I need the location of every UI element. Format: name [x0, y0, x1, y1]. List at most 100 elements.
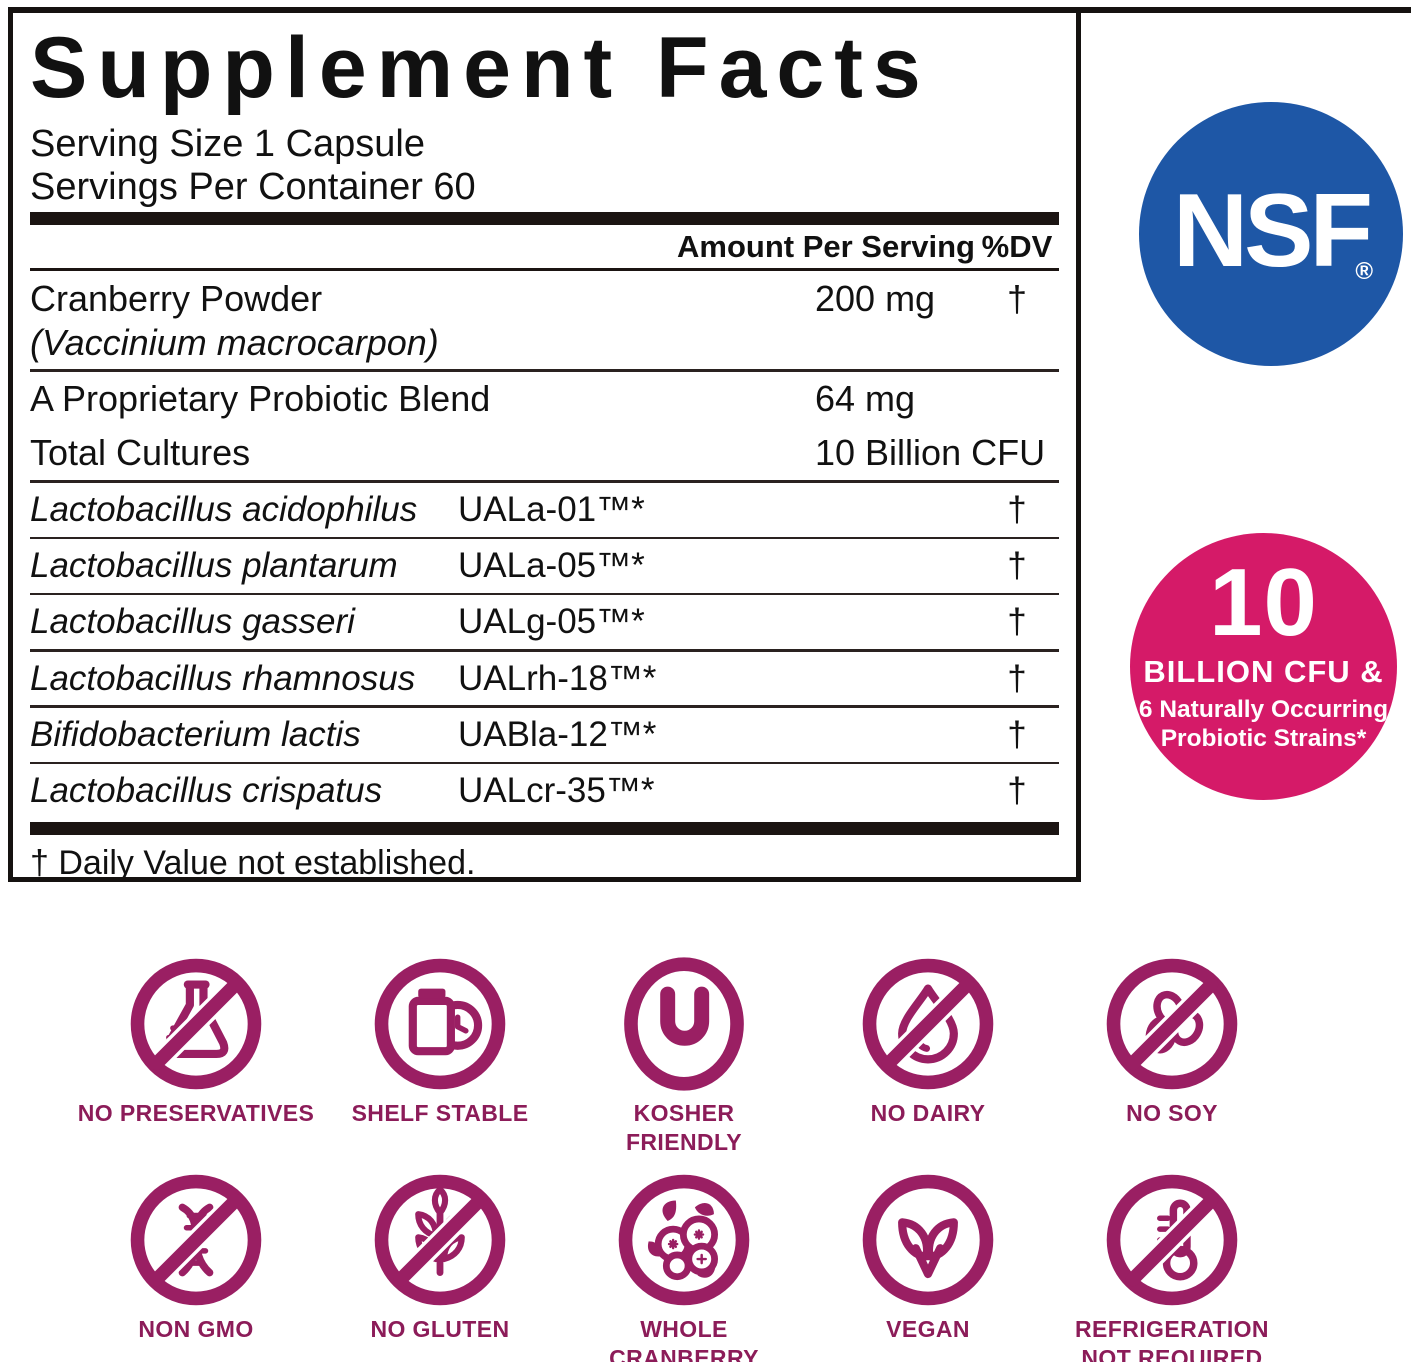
badge-vegan: VEGAN	[806, 1172, 1050, 1362]
badge-label: KOSHER FRIENDLY	[626, 1099, 742, 1157]
table-row: Lactobacillus rhamnosus UALrh-18™* †	[30, 652, 1059, 706]
strain-name: Lactobacillus crispatus	[30, 771, 383, 811]
table-row: Lactobacillus crispatus UALcr-35™* †	[30, 764, 1059, 818]
badge-row-1: NO PRESERVATIVES SHELF STABLE	[74, 956, 1294, 1157]
table-row: Lactobacillus gasseri UALg-05™* †	[30, 595, 1059, 649]
cfu-number: 10	[1209, 549, 1318, 656]
kosher-u-icon	[624, 957, 744, 1091]
no-gluten-wheat-icon	[374, 1174, 506, 1306]
table-header: Amount Per Serving %DV	[30, 225, 1059, 268]
cranberry-latin-name: (Vaccinium macrocarpon)	[30, 322, 439, 364]
divider	[30, 649, 1059, 652]
badge-label-line: REFRIGERATION	[1075, 1316, 1269, 1342]
strain-code: UALrh-18™*	[458, 658, 657, 698]
badge-label-line: NO DAIRY	[870, 1100, 986, 1126]
strain-code: UALa-05™*	[458, 546, 645, 586]
ingredient-name: Cranberry Powder (Vaccinium macrocarpon)	[30, 277, 815, 365]
badge-shelf-stable: SHELF STABLE	[318, 956, 562, 1157]
badge-label-line: NO SOY	[1126, 1100, 1218, 1126]
table-row: Bifidobacterium lactis UABla-12™* †	[30, 708, 1059, 762]
amount-value: 10 Billion CFU	[815, 431, 1046, 473]
badge-refrigeration-not-required: REFRIGERATION NOT REQUIRED	[1050, 1172, 1294, 1362]
badge-kosher-friendly: KOSHER FRIENDLY	[562, 956, 806, 1157]
table-row: Total Cultures 10 Billion CFU	[30, 426, 1059, 480]
cfu-count-badge: 10 BILLION CFU & 6 Naturally Occurring P…	[1130, 533, 1397, 800]
badge-label: WHOLE CRANBERRY	[609, 1315, 759, 1362]
badge-label: REFRIGERATION NOT REQUIRED	[1075, 1315, 1269, 1362]
blend-name: A Proprietary Probiotic Blend	[30, 378, 491, 420]
nsf-certified-badge: NSF ®	[1139, 102, 1403, 366]
table-row: Cranberry Powder (Vaccinium macrocarpon)…	[30, 271, 1059, 369]
badge-label: SHELF STABLE	[352, 1099, 529, 1128]
dv-dagger: †	[1007, 602, 1027, 642]
dv-dagger: †	[1007, 489, 1027, 529]
divider	[30, 592, 1059, 596]
badge-label-line: VEGAN	[886, 1316, 970, 1342]
badge-label-line: NO GLUTEN	[370, 1316, 510, 1342]
badge-label: NO GLUTEN	[370, 1315, 509, 1344]
strain-name: Lactobacillus rhamnosus	[30, 658, 416, 698]
strain-code: UALcr-35™*	[458, 771, 655, 811]
no-dairy-droplet-icon	[862, 958, 994, 1090]
badge-label: VEGAN	[886, 1315, 970, 1344]
strain-name: Lactobacillus acidophilus	[30, 489, 418, 529]
amount-value: 64 mg	[815, 378, 916, 420]
dv-dagger: †	[1006, 278, 1028, 320]
divider-header	[30, 268, 1059, 272]
badge-non-gmo: NON GMO	[74, 1172, 318, 1362]
badge-no-gluten: NO GLUTEN	[318, 1172, 562, 1362]
no-refrigeration-thermometer-icon	[1106, 1174, 1238, 1306]
strain-code: UALa-01™*	[458, 489, 645, 529]
no-soy-beans-icon	[1106, 958, 1238, 1090]
strain-name: Lactobacillus gasseri	[30, 602, 355, 642]
badge-label-line: FRIENDLY	[625, 1128, 743, 1155]
divider-thick-bottom	[30, 821, 1059, 835]
whole-cranberry-berries-icon	[618, 1174, 750, 1306]
divider	[30, 705, 1059, 708]
divider	[30, 761, 1059, 765]
badge-no-soy: NO SOY	[1050, 956, 1294, 1157]
divider	[30, 369, 1059, 373]
cranberry-name: Cranberry Powder	[30, 278, 323, 320]
badge-label-line: NOT REQUIRED	[1081, 1344, 1263, 1362]
supplement-facts-panel: Supplement Facts Serving Size 1 Capsule …	[8, 7, 1081, 882]
nsf-logo-text: NSF	[1173, 173, 1373, 289]
column-header-dv: %DV	[981, 229, 1053, 265]
cfu-strains-text-2: Probiotic Strains*	[1160, 725, 1367, 753]
cfu-strains-text-1: 6 Naturally Occurring	[1138, 696, 1389, 724]
divider	[30, 536, 1059, 540]
badge-whole-cranberry: WHOLE CRANBERRY	[562, 1172, 806, 1362]
badge-row-2: NON GMO NO GLUTEN	[74, 1172, 1294, 1362]
badge-label-line: SHELF STABLE	[351, 1100, 529, 1126]
strain-code: UALg-05™*	[458, 602, 645, 642]
badge-label-line: NO PRESERVATIVES	[77, 1100, 315, 1126]
shelf-stable-jar-clock-icon	[374, 958, 506, 1090]
non-gmo-dna-icon	[130, 1174, 262, 1306]
dv-dagger: †	[1007, 658, 1027, 698]
column-header-amount: Amount Per Serving	[677, 229, 975, 265]
serving-size: Serving Size 1 Capsule	[30, 123, 425, 166]
badge-label: NO DAIRY	[871, 1099, 986, 1128]
strain-name: Lactobacillus plantarum	[30, 546, 398, 586]
dv-dagger: †	[1007, 714, 1027, 754]
total-cultures-name: Total Cultures	[30, 431, 251, 473]
panel-title: Supplement Facts	[30, 20, 931, 116]
divider-thick-top	[30, 212, 1059, 226]
table-row: Lactobacillus acidophilus UALa-01™* †	[30, 483, 1059, 537]
strain-code: UABla-12™*	[458, 714, 657, 754]
badge-label: NO SOY	[1126, 1099, 1218, 1128]
badge-label-line: NON GMO	[138, 1316, 254, 1342]
divider	[30, 479, 1059, 483]
badge-label: NO PRESERVATIVES	[78, 1099, 314, 1128]
dv-dagger: †	[1007, 546, 1027, 586]
badge-label-line: WHOLE	[640, 1316, 728, 1342]
no-preservatives-flask-icon	[130, 958, 262, 1090]
badge-label-line: CRANBERRY	[609, 1344, 759, 1362]
table-row: A Proprietary Probiotic Blend 64 mg	[30, 372, 1059, 426]
badge-no-preservatives: NO PRESERVATIVES	[74, 956, 318, 1157]
badge-label-line: KOSHER	[633, 1100, 735, 1126]
servings-per-container: Servings Per Container 60	[30, 165, 476, 208]
amount-value: 200 mg	[815, 278, 936, 320]
cfu-billion-text: BILLION CFU &	[1143, 654, 1384, 690]
